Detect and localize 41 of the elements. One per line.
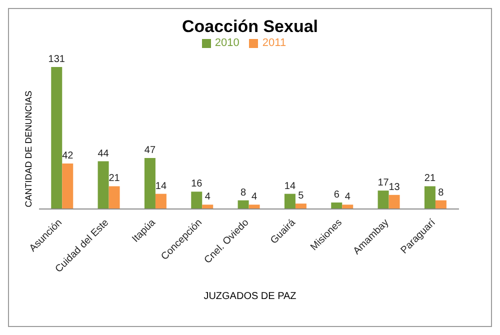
bar: [144, 158, 156, 209]
data-label: 21: [424, 173, 436, 184]
bar: [238, 200, 249, 209]
bar: [342, 204, 354, 209]
bar: [108, 186, 120, 209]
bar: [202, 204, 214, 209]
data-label: 6: [334, 189, 340, 200]
legend-label: 2011: [262, 37, 286, 49]
data-label: 21: [108, 173, 120, 184]
data-label: 44: [98, 148, 110, 160]
chart-title: Coacción Sexual: [180, 17, 320, 37]
bar: [388, 194, 400, 209]
bar: [378, 190, 389, 209]
data-label: 13: [388, 182, 400, 193]
bar: [295, 204, 306, 209]
bar: [155, 194, 166, 209]
data-label: 47: [144, 145, 156, 156]
data-label: 42: [62, 150, 74, 162]
bar: [191, 192, 202, 209]
data-label: 8: [438, 187, 444, 198]
data-label: 8: [240, 187, 247, 198]
bar: [424, 186, 436, 209]
y-axis-title: CANTIDAD DE DENUNCIAS: [23, 90, 34, 208]
bar: [248, 204, 260, 209]
data-label: 131: [48, 54, 66, 65]
data-label: 5: [298, 190, 304, 202]
legend-label: 2010: [214, 37, 240, 49]
bar: [51, 67, 62, 209]
data-label: 4: [204, 192, 211, 203]
data-label: 14: [155, 180, 167, 192]
data-label: 17: [378, 178, 390, 189]
data-label: 16: [191, 178, 203, 190]
data-label: 14: [284, 180, 296, 192]
bar: [331, 202, 342, 209]
data-label: 4: [344, 192, 351, 203]
bar: [435, 200, 446, 209]
bar: [284, 194, 296, 209]
bar: [62, 163, 74, 209]
data-label: 4: [252, 192, 258, 203]
x-axis-title: JUZGADOS DE PAZ: [202, 291, 298, 302]
bar: [98, 161, 109, 209]
